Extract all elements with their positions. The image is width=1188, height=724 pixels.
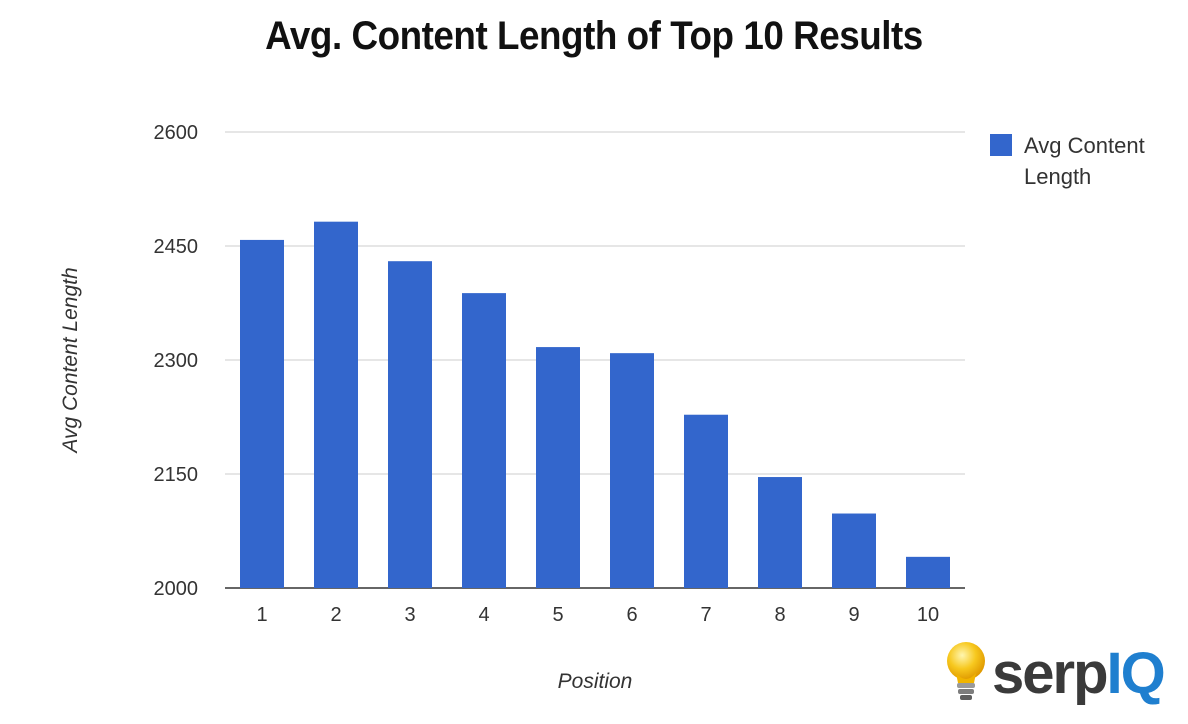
x-tick-label: 5 bbox=[552, 604, 563, 626]
bar-position-7 bbox=[684, 414, 728, 588]
x-axis-label: Position bbox=[558, 670, 633, 693]
legend: Avg Content Length bbox=[990, 130, 1180, 192]
serpiq-logo: serpIQ bbox=[944, 632, 1174, 716]
y-tick-label: 2150 bbox=[154, 464, 199, 486]
bar-position-5 bbox=[536, 347, 580, 588]
x-tick-label: 2 bbox=[330, 604, 341, 626]
logo-text-serp: serp bbox=[992, 641, 1109, 706]
x-tick-label: 3 bbox=[404, 604, 415, 626]
chart-title: Avg. Content Length of Top 10 Results bbox=[265, 14, 923, 58]
legend-label: Avg Content Length bbox=[1024, 133, 1145, 189]
y-tick-label: 2450 bbox=[154, 236, 199, 258]
bar-position-4 bbox=[462, 293, 506, 588]
x-tick-label: 7 bbox=[700, 604, 711, 626]
x-tick-label: 8 bbox=[774, 604, 785, 626]
bar-position-8 bbox=[758, 477, 802, 588]
bar-position-1 bbox=[240, 239, 284, 589]
lightbulb-icon bbox=[947, 642, 985, 700]
bar-position-2 bbox=[314, 221, 358, 588]
y-axis-label: Avg Content Length bbox=[59, 267, 82, 454]
y-tick-label: 2600 bbox=[154, 122, 199, 144]
x-tick-label: 4 bbox=[478, 604, 489, 626]
x-tick-label: 1 bbox=[256, 604, 267, 626]
x-tick-label: 10 bbox=[917, 604, 939, 626]
legend-swatch bbox=[990, 134, 1012, 156]
bar-position-6 bbox=[610, 353, 654, 588]
x-tick-label: 9 bbox=[848, 604, 859, 626]
bar-position-9 bbox=[832, 513, 876, 588]
bar-position-10 bbox=[906, 556, 950, 588]
x-tick-label: 6 bbox=[626, 604, 637, 626]
bar-position-3 bbox=[388, 261, 432, 588]
y-tick-label: 2000 bbox=[154, 578, 199, 600]
logo-text-iq: IQ bbox=[1106, 641, 1166, 706]
y-tick-label: 2300 bbox=[154, 350, 199, 372]
